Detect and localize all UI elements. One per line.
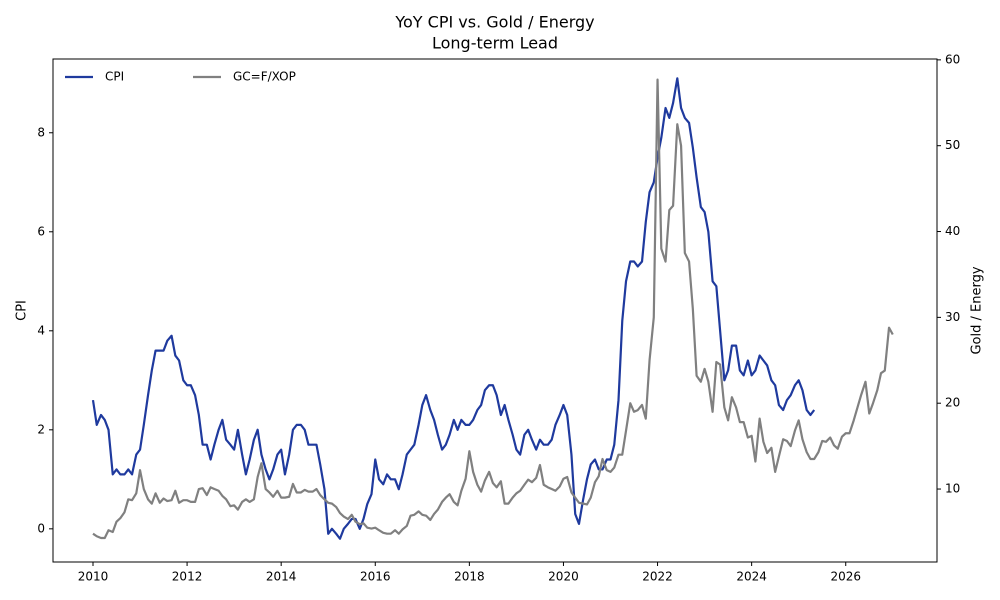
x-tick-label: 2018 [454,570,485,584]
x-tick-label: 2014 [266,570,297,584]
y2-tick-label: 20 [945,396,960,410]
x-tick-label: 2024 [736,570,767,584]
x-tick-label: 2026 [830,570,861,584]
y-tick-label: 0 [37,521,45,535]
chart-subtitle: Long-term Lead [432,34,558,53]
y2-axis-label: Gold / Energy [970,266,985,354]
y-tick-label: 2 [37,422,45,436]
y-tick-label: 6 [37,224,45,238]
y-axis-label: CPI [15,300,30,321]
x-tick-label: 2022 [642,570,673,584]
x-tick-label: 2016 [360,570,391,584]
y2-tick-label: 60 [945,52,960,66]
y-tick-label: 4 [37,323,45,337]
y2-tick-label: 50 [945,138,960,152]
legend-label: CPI [105,70,124,84]
x-tick-label: 2010 [78,570,109,584]
series-line [91,77,816,540]
y-tick-label: 8 [37,125,45,139]
y2-tick-label: 30 [945,310,960,324]
x-tick-label: 2020 [548,570,579,584]
x-tick-label: 2012 [172,570,203,584]
series-line [92,78,894,540]
legend-label: GC=F/XOP [233,70,296,84]
chart-title: YoY CPI vs. Gold / Energy [394,13,594,32]
y2-tick-label: 40 [945,224,960,238]
plot-frame [52,58,938,563]
y2-tick-label: 10 [945,482,960,496]
